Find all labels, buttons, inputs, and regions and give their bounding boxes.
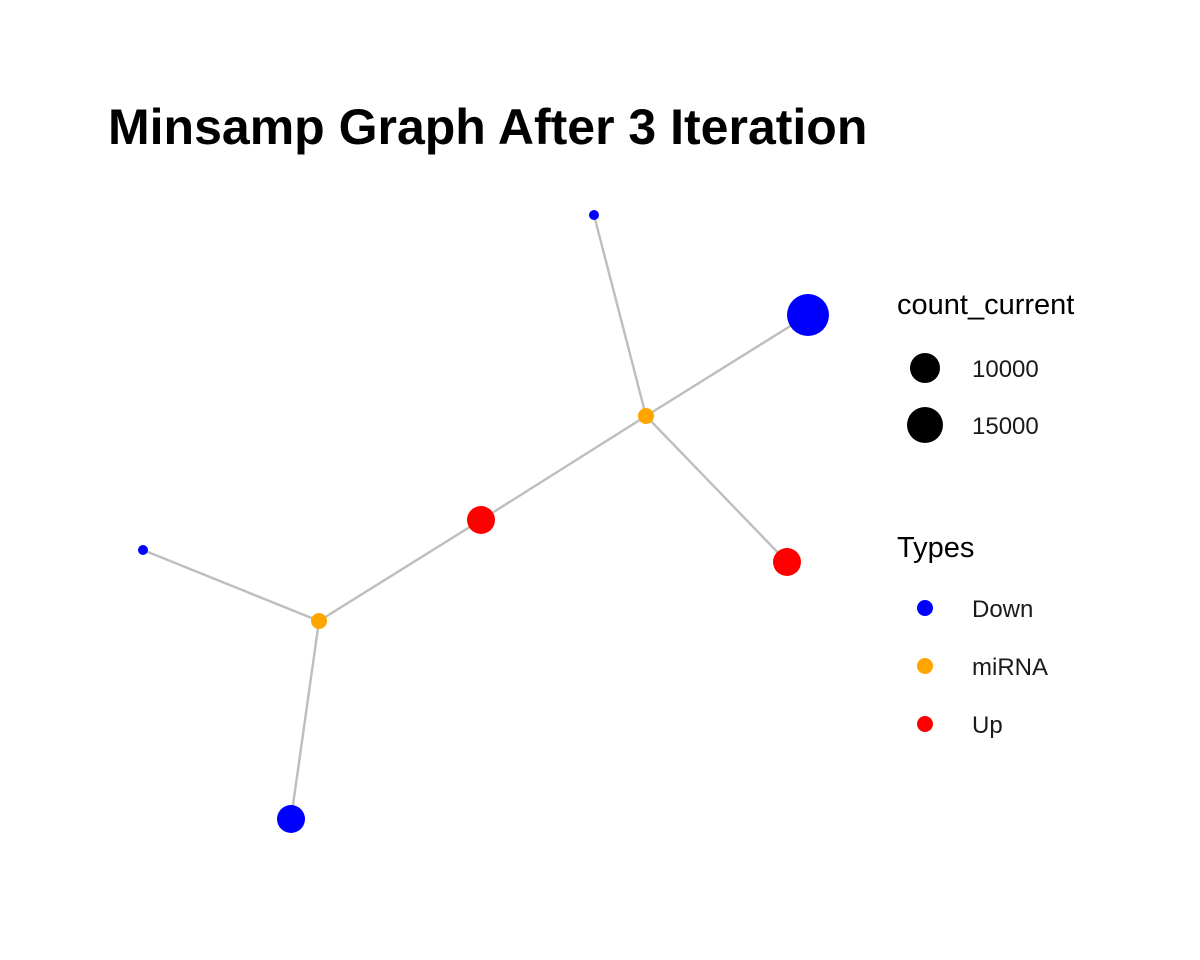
- node-up-n4: [467, 506, 495, 534]
- edge-n2-n3: [645, 313, 809, 418]
- types-legend-key-down: [917, 600, 933, 616]
- edge-n3-n5: [645, 415, 788, 563]
- types-legend-label-up: Up: [972, 712, 1003, 739]
- size-legend-title: count_current: [897, 289, 1074, 321]
- edges-layer: [142, 214, 809, 820]
- edge-n6-n7: [142, 548, 320, 623]
- edge-n1-n3: [592, 214, 648, 417]
- size-legend-label-10000: 10000: [972, 356, 1039, 383]
- node-up-n5: [773, 548, 801, 576]
- graph-title: Minsamp Graph After 3 Iteration: [108, 99, 867, 155]
- types-legend-key-mirna: [917, 658, 933, 674]
- edge-n3-n4: [480, 414, 647, 522]
- types-legend-label-mirna: miRNA: [972, 654, 1048, 681]
- node-down-n6: [138, 545, 148, 555]
- types-legend-label-down: Down: [972, 596, 1033, 623]
- nodes-layer: [138, 210, 829, 833]
- node-down-n8: [277, 805, 305, 833]
- types-legend-title: Types: [897, 532, 974, 564]
- size-legend-label-15000: 15000: [972, 413, 1039, 440]
- size-legend-key-15000: [907, 407, 943, 443]
- node-mirna-n3: [638, 408, 654, 424]
- node-mirna-n7: [311, 613, 327, 629]
- types-legend: Types Down miRNA Up: [897, 532, 1048, 739]
- size-legend-key-10000: [910, 353, 940, 383]
- node-down-n2: [787, 294, 829, 336]
- edge-n4-n7: [318, 518, 482, 623]
- types-legend-key-up: [917, 716, 933, 732]
- size-legend: count_current 10000 15000: [897, 289, 1074, 443]
- node-down-n1: [589, 210, 599, 220]
- edge-n7-n8: [289, 620, 321, 820]
